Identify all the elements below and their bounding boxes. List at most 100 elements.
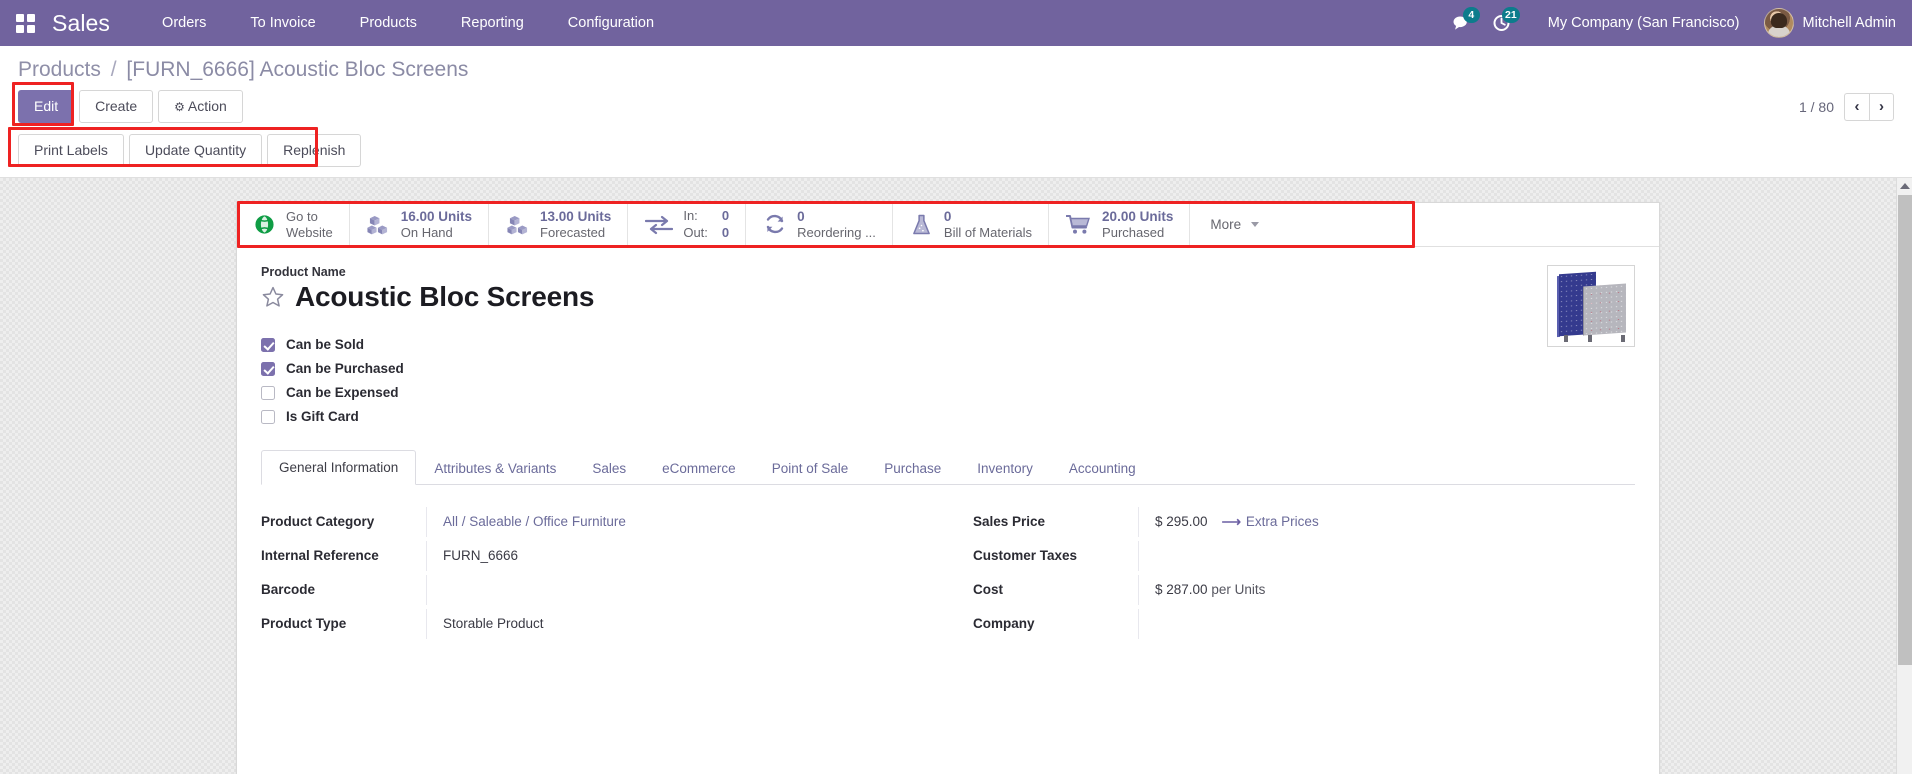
company-field[interactable]: [1138, 609, 1635, 639]
tab-point-of-sale[interactable]: Point of Sale: [771, 461, 849, 476]
product-category-row: Product Category All / Saleable / Office…: [261, 507, 923, 541]
tab-accounting[interactable]: Accounting: [1068, 461, 1136, 476]
in-value: 0: [721, 208, 730, 224]
purchased-value: 20.00 Units: [1102, 208, 1174, 224]
can-be-purchased-checkbox[interactable]: [261, 361, 275, 376]
cost-row: Cost $ 287.00 per Units: [973, 575, 1635, 609]
menu-item-to-invoice[interactable]: To Invoice: [250, 15, 316, 31]
purchased-label: Purchased: [1102, 224, 1165, 240]
customer-taxes-row: Customer Taxes: [973, 541, 1635, 575]
edit-button[interactable]: Edit: [18, 90, 75, 123]
more-label: More: [1210, 217, 1242, 232]
tab-inventory[interactable]: Inventory: [977, 461, 1033, 476]
product-type-row: Product Type Storable Product: [261, 609, 923, 643]
cost-unit-suffix: per Units: [1211, 582, 1266, 597]
product-category-field[interactable]: All / Saleable / Office Furniture: [426, 507, 923, 537]
company-row: Company: [973, 609, 1635, 643]
content-area: Go to Website: [0, 178, 1912, 774]
form-action-buttons: Edit Create ⚙ Action 1 / 80 ‹ ›: [0, 82, 1912, 132]
extra-prices-link[interactable]: Extra Prices: [1245, 514, 1319, 529]
product-type-field[interactable]: Storable Product: [426, 609, 923, 639]
forecasted-button[interactable]: 13.00 Units Forecasted: [489, 203, 629, 246]
sales-price-field[interactable]: $ 295.00 ⟶ Extra Prices: [1138, 507, 1635, 537]
avatar: [1763, 8, 1794, 38]
barcode-label: Barcode: [261, 582, 316, 597]
can-be-purchased-row: Can be Purchased: [261, 361, 1635, 376]
messages-badge: 4: [1462, 7, 1480, 23]
pager-previous-button[interactable]: ‹: [1844, 92, 1869, 121]
out-label: Out:: [683, 224, 708, 240]
is-gift-card-checkbox[interactable]: [261, 409, 275, 424]
in-out-button[interactable]: In: 0 Out: 0: [628, 203, 747, 246]
menu-item-reporting[interactable]: Reporting: [460, 15, 524, 31]
app-brand-sales[interactable]: Sales: [52, 9, 111, 36]
form-right-column: Sales Price $ 295.00 ⟶ Extra Prices Custom…: [973, 507, 1635, 643]
smart-buttons-more-dropdown[interactable]: More: [1190, 203, 1279, 246]
activities-button[interactable]: 21: [1482, 0, 1522, 46]
can-be-sold-label[interactable]: Can be Sold: [286, 337, 365, 352]
bill-of-materials-label: Bill of Materials: [943, 224, 1033, 240]
bill-of-materials-value: 0: [943, 208, 952, 224]
sales-price-value: $ 295.00: [1155, 514, 1208, 529]
replenish-button[interactable]: Replenish: [267, 134, 362, 167]
in-label: In:: [683, 208, 698, 224]
tab-purchase[interactable]: Purchase: [884, 461, 942, 476]
gear-icon: ⚙: [174, 100, 185, 114]
on-hand-button[interactable]: 16.00 Units On Hand: [350, 203, 490, 246]
action-button-label: Action: [187, 98, 227, 114]
menu-item-orders[interactable]: Orders: [162, 15, 207, 31]
reordering-value: 0: [797, 208, 805, 224]
user-menu[interactable]: Mitchell Admin: [1758, 8, 1896, 38]
flask-icon: [909, 214, 935, 235]
product-category-label: Product Category: [261, 514, 375, 529]
internal-reference-field[interactable]: FURN_6666: [426, 541, 923, 571]
pager-next-button[interactable]: ›: [1869, 92, 1894, 121]
can-be-sold-checkbox[interactable]: [261, 337, 275, 352]
breadcrumb-root-products[interactable]: Products: [18, 58, 101, 81]
purchased-button[interactable]: 20.00 Units Purchased: [1049, 203, 1191, 246]
customer-taxes-label: Customer Taxes: [973, 548, 1078, 563]
tab-sales[interactable]: Sales: [592, 461, 627, 476]
apps-grid-icon[interactable]: [8, 0, 42, 46]
can-be-expensed-checkbox[interactable]: [261, 385, 275, 400]
out-value: 0: [721, 224, 730, 240]
exchange-arrows-icon: [644, 215, 674, 235]
scroll-up-arrow-icon[interactable]: [1897, 178, 1912, 194]
is-gift-card-label[interactable]: Is Gift Card: [286, 409, 359, 424]
go-to-website-line1: Go to: [286, 208, 318, 224]
cost-field[interactable]: $ 287.00 per Units: [1138, 575, 1635, 605]
update-quantity-button[interactable]: Update Quantity: [128, 134, 263, 167]
tab-attributes-variants[interactable]: Attributes & Variants: [434, 461, 557, 476]
product-image[interactable]: [1547, 265, 1635, 347]
scrollbar-thumb[interactable]: [1898, 195, 1912, 665]
breadcrumb-current-record: [FURN_6666] Acoustic Bloc Screens: [126, 58, 469, 81]
smart-buttons-bar: Go to Website: [237, 203, 1659, 247]
reordering-rules-button[interactable]: 0 Reordering ...: [746, 203, 893, 246]
create-button[interactable]: Create: [79, 90, 154, 123]
menu-item-products[interactable]: Products: [359, 15, 417, 31]
bill-of-materials-button[interactable]: 0 Bill of Materials: [893, 203, 1050, 246]
can-be-purchased-label[interactable]: Can be Purchased: [286, 361, 404, 376]
cost-label: Cost: [973, 582, 1003, 597]
tab-general-information[interactable]: General Information: [261, 450, 417, 485]
form-body: Product Name Acoustic Bloc Screens Can b…: [237, 247, 1659, 643]
tab-ecommerce[interactable]: eCommerce: [662, 461, 736, 476]
barcode-field[interactable]: [426, 575, 923, 605]
star-outline-icon[interactable]: [261, 285, 285, 309]
go-to-website-button[interactable]: Go to Website: [237, 203, 350, 246]
boxes-icon: [366, 215, 392, 235]
navbar-right-tools: 4 21 My Company (San Francisco) Mitchell…: [1442, 0, 1896, 46]
vertical-scrollbar[interactable]: [1896, 178, 1912, 774]
menu-item-configuration[interactable]: Configuration: [567, 15, 655, 31]
action-button[interactable]: ⚙ Action: [158, 90, 243, 123]
print-labels-button[interactable]: Print Labels: [18, 134, 124, 167]
shopping-cart-icon: [1065, 214, 1093, 235]
messages-button[interactable]: 4: [1442, 0, 1482, 46]
activities-badge: 21: [1502, 7, 1520, 23]
main-menu: Orders To Invoice Products Reporting Con…: [140, 0, 676, 46]
internal-reference-row: Internal Reference FURN_6666: [261, 541, 923, 575]
internal-reference-label: Internal Reference: [261, 548, 379, 563]
company-switcher[interactable]: My Company (San Francisco): [1547, 15, 1740, 31]
customer-taxes-field[interactable]: [1138, 541, 1635, 571]
can-be-expensed-label[interactable]: Can be Expensed: [286, 385, 399, 400]
